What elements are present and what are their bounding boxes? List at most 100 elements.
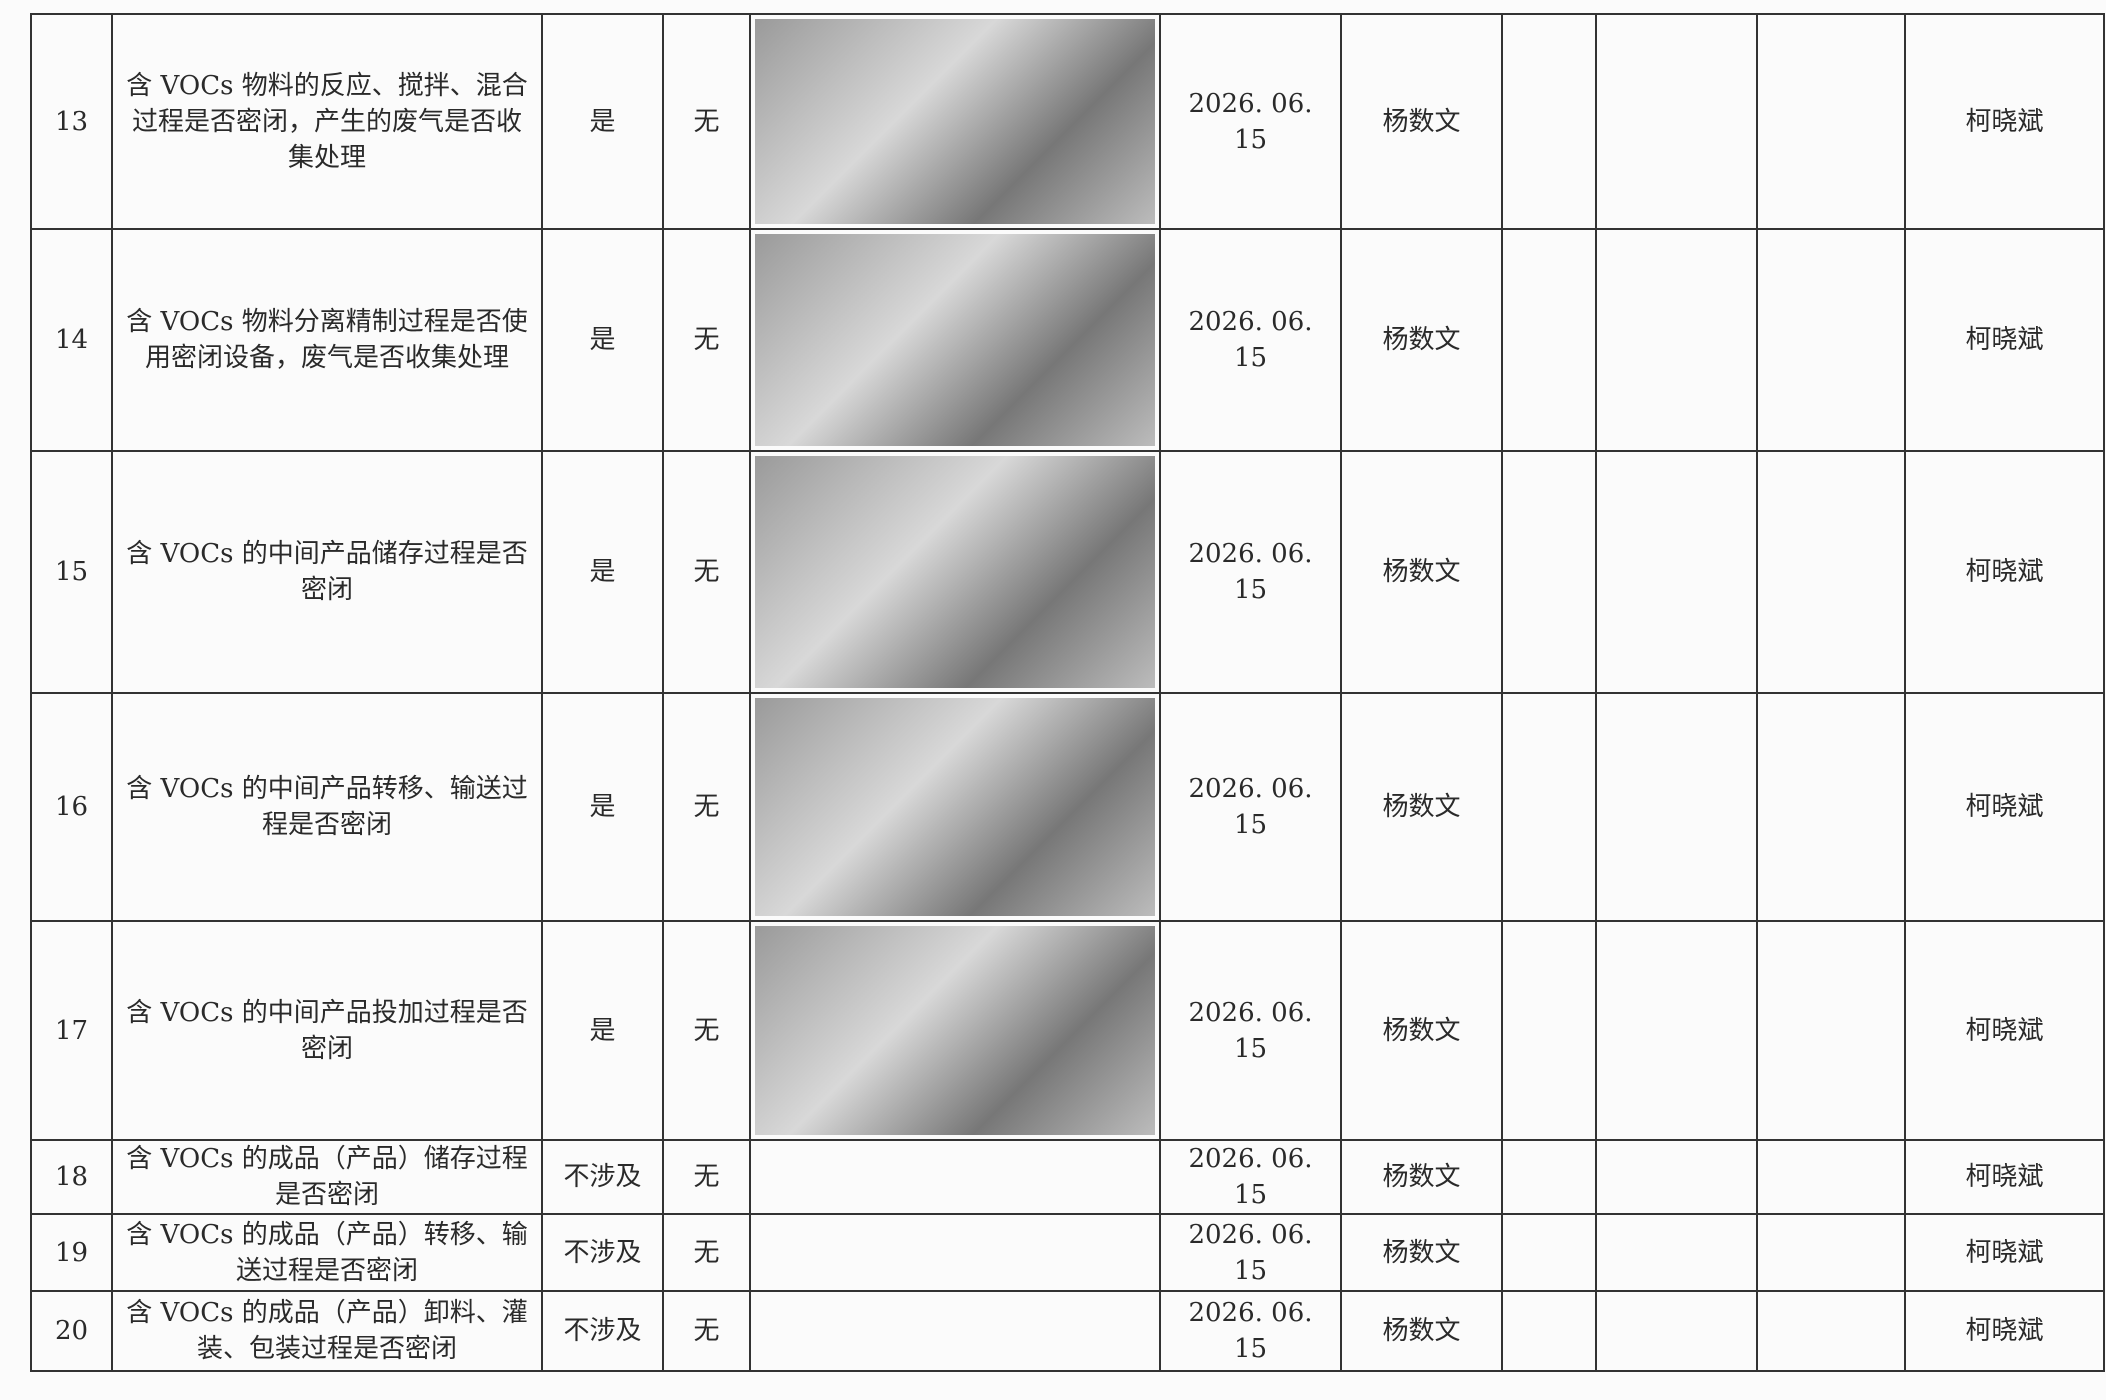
status: 不涉及 [541,1213,664,1292]
inspector: 杨数文 [1340,1290,1503,1372]
item: 含 VOCs 物料分离精制过程是否使用密闭设备，废气是否收集处理 [111,228,543,452]
empty-cell [1595,1290,1758,1372]
photo [755,234,1155,446]
empty-cell [1501,228,1597,452]
empty-cell [1501,1290,1597,1372]
reviewer: 柯晓斌 [1904,920,2105,1141]
empty-cell [1756,692,1906,922]
issue: 无 [662,692,751,922]
photo-cell [749,1290,1161,1372]
table-row: 20 含 VOCs 的成品（产品）卸料、灌装、包装过程是否密闭 不涉及无 2026. … [30,1290,2105,1372]
empty-cell [1595,13,1758,230]
table-row: 13 含 VOCs 物料的反应、搅拌、混合过程是否密闭，产生的废气是否收集处理是无… [30,13,2105,230]
table-row: 19 含 VOCs 的成品（产品）转移、输送过程是否密闭 不涉及无 2026. 06.… [30,1213,2105,1292]
empty-cell [1756,450,1906,694]
item: 含 VOCs 的成品（产品）储存过程是否密闭 [111,1139,543,1215]
reviewer: 柯晓斌 [1904,228,2105,452]
row-number: 18 [30,1139,113,1215]
item: 含 VOCs 的中间产品投加过程是否密闭 [111,920,543,1141]
empty-cell [1501,1213,1597,1292]
item: 含 VOCs 的中间产品转移、输送过程是否密闭 [111,692,543,922]
row-number: 17 [30,920,113,1141]
date: 2026. 06. 15 [1159,1290,1342,1372]
empty-cell [1595,450,1758,694]
empty-cell [1501,1139,1597,1215]
reviewer: 柯晓斌 [1904,1290,2105,1372]
item: 含 VOCs 的成品（产品）卸料、灌装、包装过程是否密闭 [111,1290,543,1372]
date: 2026. 06. 15 [1159,920,1342,1141]
table-row: 16 含 VOCs 的中间产品转移、输送过程是否密闭是无 2026. 06. 15 杨… [30,692,2105,922]
date: 2026. 06. 15 [1159,228,1342,452]
item: 含 VOCs 物料的反应、搅拌、混合过程是否密闭，产生的废气是否收集处理 [111,13,543,230]
inspector: 杨数文 [1340,228,1503,452]
inspector: 杨数文 [1340,1139,1503,1215]
empty-cell [1756,920,1906,1141]
photo-cell [749,1139,1161,1215]
reviewer: 柯晓斌 [1904,13,2105,230]
empty-cell [1756,1290,1906,1372]
row-number: 20 [30,1290,113,1372]
item: 含 VOCs 的中间产品储存过程是否密闭 [111,450,543,694]
reviewer: 柯晓斌 [1904,450,2105,694]
empty-cell [1595,1213,1758,1292]
empty-cell [1756,1139,1906,1215]
empty-cell [1595,920,1758,1141]
status: 是 [541,450,664,694]
issue: 无 [662,920,751,1141]
row-number: 13 [30,13,113,230]
photo [755,926,1155,1135]
photo-cell [749,450,1161,694]
photo-cell [749,228,1161,452]
inspection-table: 13 含 VOCs 物料的反应、搅拌、混合过程是否密闭，产生的废气是否收集处理是无… [30,13,2105,1372]
inspector: 杨数文 [1340,13,1503,230]
issue: 无 [662,1139,751,1215]
status: 是 [541,920,664,1141]
inspector: 杨数文 [1340,1213,1503,1292]
status: 是 [541,228,664,452]
empty-cell [1595,228,1758,452]
inspector: 杨数文 [1340,450,1503,694]
date: 2026. 06. 15 [1159,692,1342,922]
photo [755,19,1155,224]
row-number: 19 [30,1213,113,1292]
reviewer: 柯晓斌 [1904,692,2105,922]
empty-cell [1595,692,1758,922]
table-row: 14 含 VOCs 物料分离精制过程是否使用密闭设备，废气是否收集处理是无 2026… [30,228,2105,452]
issue: 无 [662,13,751,230]
empty-cell [1756,228,1906,452]
date: 2026. 06. 15 [1159,1139,1342,1215]
status: 是 [541,13,664,230]
photo-cell [749,13,1161,230]
status: 不涉及 [541,1139,664,1215]
inspector: 杨数文 [1340,920,1503,1141]
photo-cell [749,920,1161,1141]
photo [755,456,1155,688]
row-number: 16 [30,692,113,922]
table-row: 17 含 VOCs 的中间产品投加过程是否密闭是无 2026. 06. 15 杨数文 柯… [30,920,2105,1141]
empty-cell [1756,1213,1906,1292]
table-row: 15 含 VOCs 的中间产品储存过程是否密闭是无 2026. 06. 15 杨数文 柯… [30,450,2105,694]
issue: 无 [662,228,751,452]
empty-cell [1501,692,1597,922]
empty-cell [1501,13,1597,230]
date: 2026. 06. 15 [1159,1213,1342,1292]
table-row: 18 含 VOCs 的成品（产品）储存过程是否密闭 不涉及无 2026. 06. 15… [30,1139,2105,1215]
photo [755,698,1155,916]
empty-cell [1595,1139,1758,1215]
status: 不涉及 [541,1290,664,1372]
row-number: 14 [30,228,113,452]
issue: 无 [662,1290,751,1372]
empty-cell [1501,450,1597,694]
inspector: 杨数文 [1340,692,1503,922]
date: 2026. 06. 15 [1159,450,1342,694]
reviewer: 柯晓斌 [1904,1213,2105,1292]
issue: 无 [662,1213,751,1292]
empty-cell [1756,13,1906,230]
empty-cell [1501,920,1597,1141]
photo-cell [749,692,1161,922]
photo-cell [749,1213,1161,1292]
issue: 无 [662,450,751,694]
row-number: 15 [30,450,113,694]
date: 2026. 06. 15 [1159,13,1342,230]
